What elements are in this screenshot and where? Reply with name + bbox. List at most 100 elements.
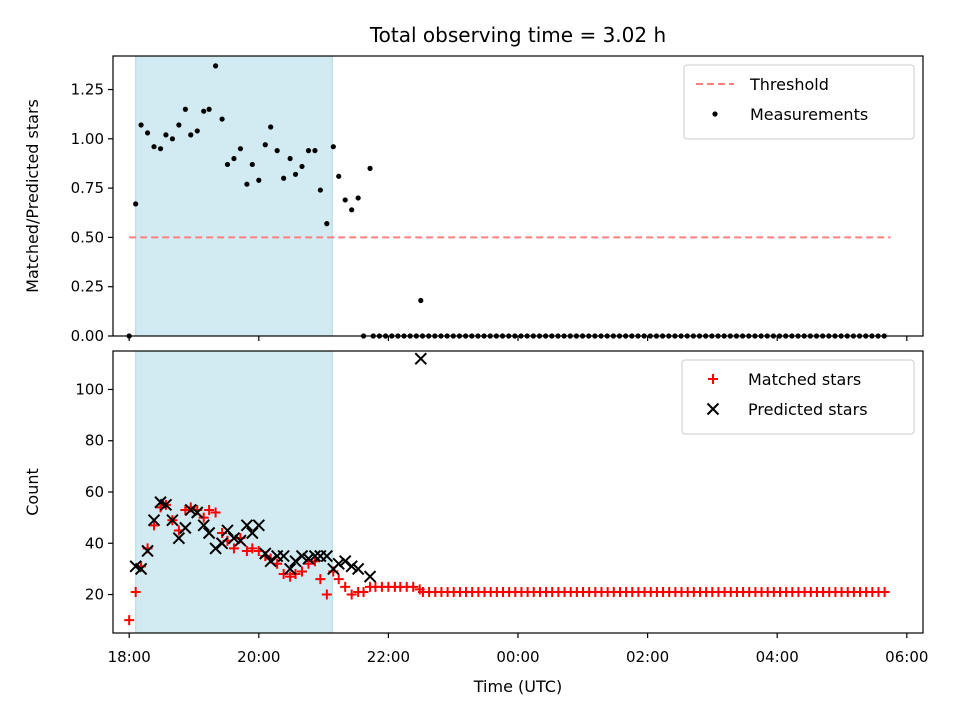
data-point: [333, 574, 344, 585]
data-point: [355, 195, 361, 201]
data-point: [367, 165, 373, 171]
x-tick-label: 04:00: [756, 648, 799, 666]
data-point: [342, 197, 348, 203]
data-point: [219, 116, 225, 122]
y-tick-label: 40: [85, 534, 104, 552]
data-point: [133, 201, 139, 207]
data-point: [363, 570, 377, 583]
data-point: [182, 106, 188, 112]
data-point: [277, 549, 290, 563]
data-point: [303, 558, 314, 569]
data-point: [202, 526, 216, 540]
data-point: [256, 177, 262, 183]
y-tick-label: 20: [85, 586, 104, 604]
data-point: [194, 128, 200, 134]
series-predicted-stars: [129, 352, 428, 583]
y-tick-label: 100: [75, 380, 104, 398]
data-point: [287, 155, 293, 162]
data-point: [295, 549, 309, 563]
data-point: [234, 534, 247, 547]
data-point: [166, 513, 179, 527]
data-point: [149, 520, 160, 531]
observing-window-shade: [135, 350, 333, 634]
y-tick-label: 0.00: [71, 327, 104, 345]
y-tick-label: 60: [85, 483, 104, 501]
ratio-panel: 0.00 0.25 0.50 0.75 1.00 1.25 Matched/Predicte…: [23, 55, 924, 345]
y-tick-label: 80: [85, 432, 104, 450]
data-point: [408, 581, 419, 592]
data-point: [252, 519, 266, 532]
x-axis-label: Time (UTC): [473, 677, 562, 696]
data-point: [879, 586, 890, 597]
y-tick-label: 1.25: [71, 81, 104, 99]
data-point: [315, 574, 326, 585]
data-point: [147, 513, 161, 527]
data-point: [317, 187, 323, 193]
data-point: [124, 615, 135, 626]
data-point: [134, 562, 148, 576]
data-point: [351, 562, 365, 576]
data-point: [349, 207, 355, 213]
legend-label: Matched stars: [748, 370, 861, 389]
data-point: [206, 106, 212, 112]
data-point: [332, 557, 345, 570]
data-point: [172, 531, 186, 545]
data-point: [281, 175, 287, 181]
data-point: [176, 122, 182, 128]
data-point: [191, 506, 204, 519]
data-point: [159, 498, 173, 512]
data-point: [227, 531, 241, 545]
data-point: [201, 108, 207, 114]
legend: Matched stars Predicted stars: [681, 359, 915, 435]
data-point: [324, 221, 330, 227]
x-tick-label: 06:00: [885, 648, 928, 666]
data-point: [240, 519, 254, 532]
legend-label: Predicted stars: [748, 400, 868, 419]
data-point: [197, 519, 210, 532]
legend-swatch: [706, 402, 720, 416]
data-point: [346, 589, 357, 600]
data-point: [283, 562, 297, 576]
data-point: [247, 543, 258, 554]
data-point: [262, 142, 268, 148]
legend-swatch: [708, 374, 718, 384]
data-point: [244, 181, 250, 187]
data-point: [345, 560, 358, 573]
legend-box: [681, 359, 915, 435]
data-point: [180, 504, 191, 515]
data-point: [198, 512, 209, 523]
data-point: [169, 136, 175, 142]
chart-title: Total observing time = 3.02 h: [369, 23, 666, 47]
data-point: [299, 163, 305, 170]
data-point: [302, 552, 315, 565]
data-point: [340, 581, 351, 592]
y-axis-label: Matched/Predicted stars: [23, 99, 42, 293]
counts-panel: 20 40 60 80 100 18:00 20:00 22:00 00:00 02:00 04:0…: [23, 350, 928, 666]
data-point: [138, 122, 144, 128]
data-point: [231, 155, 237, 162]
data-point: [259, 547, 272, 560]
data-point: [312, 148, 318, 154]
data-point: [179, 521, 192, 535]
data-point: [305, 148, 312, 154]
data-point: [188, 132, 194, 138]
y-axis-label: Count: [23, 468, 42, 516]
x-tick-label: 02:00: [626, 648, 669, 666]
data-point: [144, 130, 151, 136]
data-point: [163, 132, 169, 138]
data-point: [204, 504, 215, 515]
y-tick-label: 0.25: [71, 278, 104, 296]
data-point: [224, 161, 231, 168]
data-point: [414, 352, 428, 365]
data-point: [285, 571, 296, 582]
observing-window-shade: [135, 55, 333, 337]
data-point: [237, 146, 244, 152]
data-point: [157, 146, 164, 152]
x-tick-label: 20:00: [237, 648, 280, 666]
data-point: [308, 549, 322, 563]
data-point: [292, 171, 299, 177]
y-tick-label: 1.00: [71, 130, 104, 148]
data-point: [130, 586, 141, 597]
legend-swatch: [712, 111, 718, 117]
